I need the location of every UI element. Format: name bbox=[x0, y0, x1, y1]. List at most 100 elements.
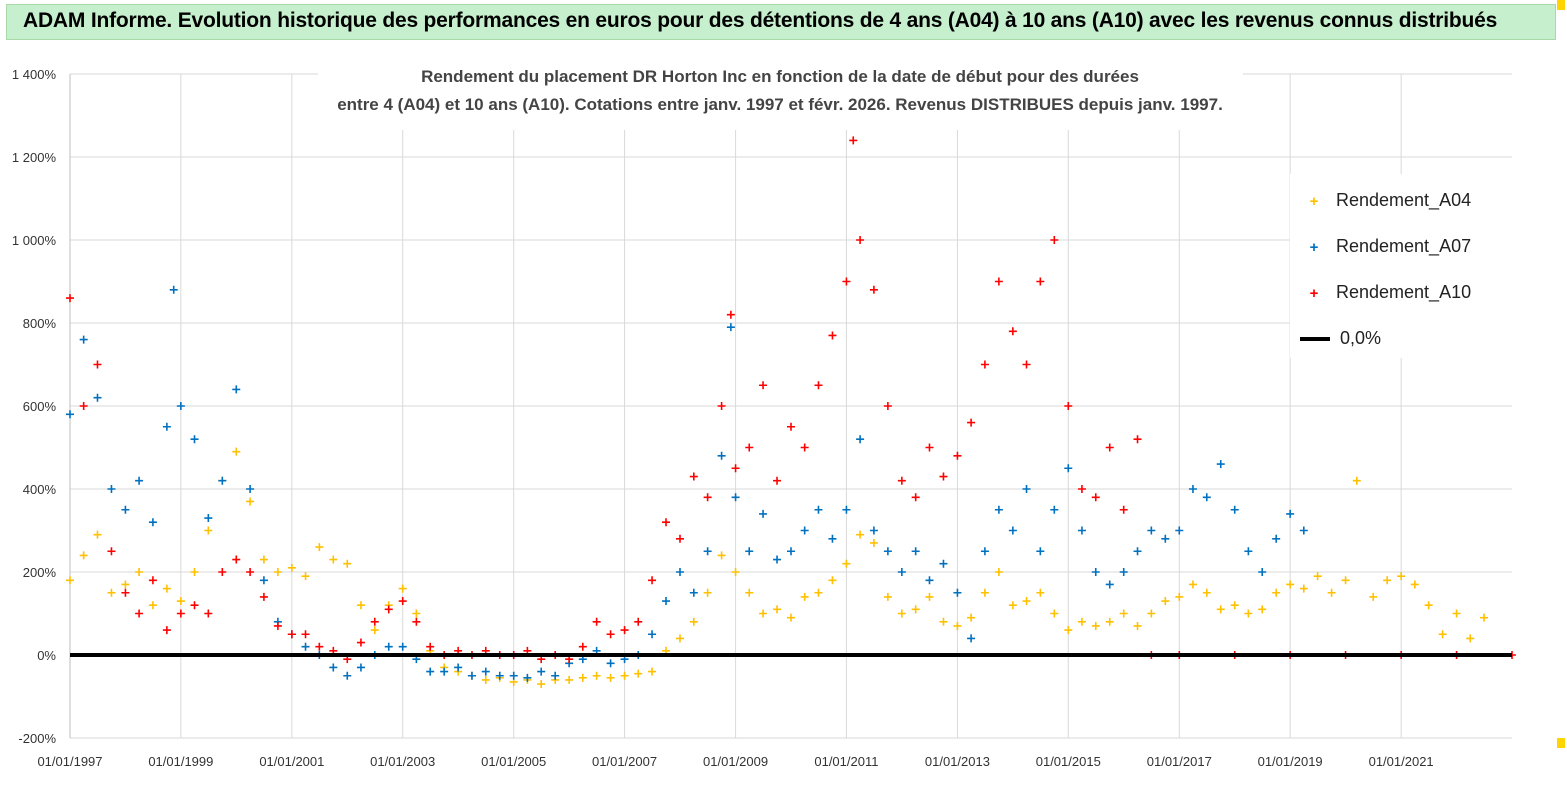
y-tick-label: 1 200% bbox=[12, 150, 57, 165]
data-point-a04 bbox=[1410, 580, 1419, 589]
data-point-a04 bbox=[1299, 584, 1308, 593]
data-point-a07 bbox=[232, 385, 241, 394]
data-point-a04 bbox=[232, 447, 241, 456]
data-point-a07 bbox=[1258, 568, 1267, 576]
x-tick-label: 01/01/2019 bbox=[1258, 754, 1323, 769]
y-tick-label: 400% bbox=[23, 482, 57, 497]
data-point-a07 bbox=[537, 667, 546, 676]
data-point-a04 bbox=[162, 584, 171, 593]
data-point-a10 bbox=[1022, 360, 1031, 369]
data-point-a10 bbox=[1133, 435, 1142, 444]
data-point-a04 bbox=[1272, 588, 1281, 597]
data-point-a04 bbox=[648, 667, 657, 676]
data-point-a10 bbox=[592, 617, 601, 626]
x-tick-label: 01/01/2005 bbox=[481, 754, 546, 769]
data-point-a04 bbox=[606, 673, 615, 682]
data-point-a10 bbox=[662, 518, 671, 527]
data-point-a04 bbox=[398, 584, 407, 593]
data-point-a07 bbox=[135, 476, 144, 485]
data-point-a04 bbox=[1258, 605, 1267, 614]
data-point-a10 bbox=[925, 443, 934, 452]
data-point-a04 bbox=[1133, 621, 1142, 630]
data-point-a10 bbox=[1036, 277, 1045, 286]
data-point-a04 bbox=[842, 559, 851, 568]
data-point-a04 bbox=[1452, 609, 1461, 618]
data-point-a07 bbox=[717, 451, 726, 460]
series-layer bbox=[66, 136, 1516, 689]
data-point-a07 bbox=[939, 559, 948, 568]
data-point-a04 bbox=[176, 597, 185, 606]
data-point-a10 bbox=[717, 402, 726, 410]
data-point-a10 bbox=[107, 547, 116, 556]
data-point-a07 bbox=[1175, 526, 1184, 535]
data-point-a04 bbox=[370, 626, 379, 635]
data-point-a04 bbox=[592, 671, 601, 680]
data-point-a04 bbox=[953, 621, 962, 630]
data-point-a04 bbox=[745, 588, 754, 597]
data-point-a07 bbox=[259, 576, 268, 585]
data-point-a10 bbox=[800, 443, 809, 452]
legend-label-a04: Rendement_A04 bbox=[1336, 190, 1472, 210]
legend-label-zero: 0,0% bbox=[1340, 328, 1382, 348]
data-point-a10 bbox=[148, 576, 157, 585]
data-point-a07 bbox=[1147, 526, 1156, 535]
y-tick-label: 800% bbox=[23, 316, 57, 331]
data-point-a04 bbox=[980, 588, 989, 597]
data-point-a10 bbox=[606, 630, 615, 639]
data-point-a10 bbox=[1119, 505, 1128, 514]
data-point-a10 bbox=[759, 381, 768, 390]
legend-label-a07: Rendement_A07 bbox=[1336, 236, 1472, 256]
data-point-a07 bbox=[1105, 580, 1114, 589]
data-point-a10 bbox=[218, 568, 227, 576]
data-point-a04 bbox=[79, 551, 88, 560]
data-point-a07 bbox=[398, 642, 407, 651]
y-tick-label: 1 400% bbox=[12, 67, 57, 82]
data-point-a10 bbox=[66, 294, 74, 303]
data-point-a07 bbox=[689, 588, 698, 597]
data-point-a04 bbox=[66, 576, 74, 585]
series-a10 bbox=[66, 136, 1516, 664]
data-point-a07 bbox=[1133, 547, 1142, 556]
data-point-a07 bbox=[121, 505, 130, 514]
data-point-a10 bbox=[135, 609, 144, 618]
data-point-a10 bbox=[578, 642, 587, 651]
legend-item-zero: 0,0% bbox=[1300, 328, 1381, 354]
data-point-a04 bbox=[301, 572, 310, 581]
chart-area: -200% 0% 200% 400% 600% 800% 1 000% 1 200% 1 400… bbox=[0, 42, 1567, 790]
x-tick-label: 01/01/1997 bbox=[37, 754, 102, 769]
data-point-a04 bbox=[343, 559, 352, 568]
data-point-a07 bbox=[703, 547, 712, 556]
data-point-a10 bbox=[1050, 236, 1059, 244]
data-point-a07 bbox=[1022, 485, 1031, 493]
data-point-a04 bbox=[967, 613, 976, 622]
y-tick-label: 600% bbox=[23, 399, 57, 414]
data-point-a10 bbox=[287, 630, 296, 639]
data-point-a07 bbox=[495, 671, 504, 680]
data-point-a04 bbox=[759, 609, 768, 618]
legend-marker-a10: + bbox=[1309, 285, 1319, 302]
data-point-a04 bbox=[1397, 572, 1406, 581]
data-point-a10 bbox=[726, 310, 735, 319]
data-point-a07 bbox=[1188, 485, 1197, 493]
data-point-a04 bbox=[911, 605, 920, 614]
data-point-a10 bbox=[121, 588, 130, 597]
data-point-a10 bbox=[883, 402, 892, 410]
data-point-a07 bbox=[1077, 526, 1086, 535]
data-point-a04 bbox=[773, 605, 782, 614]
data-point-a10 bbox=[370, 617, 379, 626]
data-point-a10 bbox=[1091, 493, 1100, 502]
data-point-a10 bbox=[849, 136, 858, 145]
data-point-a07 bbox=[246, 485, 255, 493]
data-point-a04 bbox=[246, 497, 255, 506]
data-point-a10 bbox=[259, 592, 268, 601]
x-axis: 01/01/1997 01/01/1999 01/01/2001 01/01/2003… bbox=[37, 754, 1433, 769]
data-point-a10 bbox=[994, 277, 1003, 286]
x-tick-label: 01/01/2015 bbox=[1036, 754, 1101, 769]
data-point-a04 bbox=[1175, 592, 1184, 601]
y-tick-label: 0% bbox=[37, 648, 56, 663]
data-point-a04 bbox=[731, 568, 740, 576]
data-point-a10 bbox=[634, 617, 643, 626]
legend-marker-a04: + bbox=[1309, 193, 1319, 210]
data-point-a07 bbox=[1202, 493, 1211, 502]
data-point-a04 bbox=[1466, 634, 1475, 643]
